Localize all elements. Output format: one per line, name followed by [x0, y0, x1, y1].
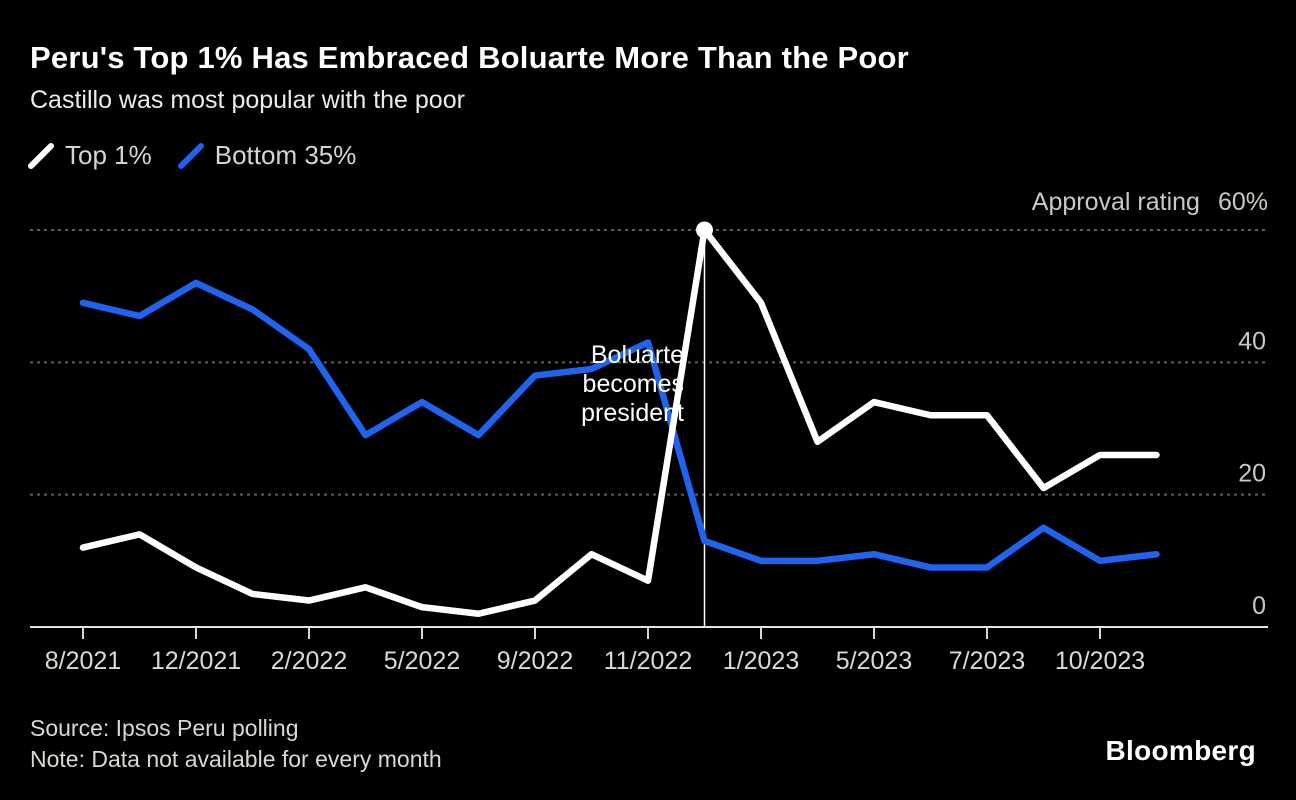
annotation-line: president: [581, 399, 684, 427]
legend-label-bottom-35: Bottom 35%: [214, 140, 357, 170]
annotation-boluarte-becomes-president: Boluarte becomes president: [454, 341, 684, 428]
chart-title: Peru's Top 1% Has Embraced Boluarte More…: [30, 40, 909, 75]
chart-subtitle: Castillo was most popular with the poor: [30, 86, 465, 114]
top-1-line-swatch-icon: [28, 142, 54, 169]
bloomberg-logo: Bloomberg: [1105, 735, 1256, 766]
x-tick-label: 5/2022: [384, 647, 460, 675]
x-tick-label: 10/2023: [1055, 647, 1145, 675]
legend-label-top-1: Top 1%: [65, 140, 152, 170]
x-tick-label: 11/2022: [604, 647, 693, 675]
x-tick-label: 1/2023: [723, 647, 799, 675]
x-tick-label: 5/2023: [836, 647, 912, 675]
y-axis-top-tick-label: 60%: [1217, 188, 1268, 216]
x-tick-label: 2/2022: [271, 647, 347, 675]
y-tick-label-20: 20: [1238, 460, 1266, 488]
y-axis-header: Approval rating 60%: [1032, 188, 1268, 217]
source-text: Source: Ipsos Peru polling: [30, 715, 299, 741]
series-line-top-1-: [79, 226, 1160, 618]
bottom-35-line-swatch-icon: [177, 142, 204, 169]
x-tick-label: 9/2022: [497, 647, 573, 675]
x-tick-label: 12/2021: [151, 647, 241, 675]
legend-item-top-1: Top 1%: [28, 140, 152, 171]
note-text: Note: Data not available for every month: [30, 746, 442, 772]
annotation-line: becomes: [582, 370, 684, 398]
legend: Top 1% Bottom 35%: [28, 140, 356, 171]
annotation-dot: [696, 221, 713, 239]
y-tick-label-40: 40: [1238, 327, 1266, 355]
legend-item-bottom-35: Bottom 35%: [177, 140, 357, 171]
annotation-line: Boluarte: [590, 341, 684, 369]
x-tick-label: 7/2023: [949, 647, 1025, 675]
y-tick-label-0: 0: [1252, 592, 1266, 620]
y-axis-title: Approval rating: [1031, 188, 1200, 216]
series-line-bottom-35-: [79, 279, 1160, 571]
x-tick-label: 8/2021: [45, 647, 121, 675]
footer-source-note: Source: Ipsos Peru polling Note: Data no…: [30, 713, 442, 775]
